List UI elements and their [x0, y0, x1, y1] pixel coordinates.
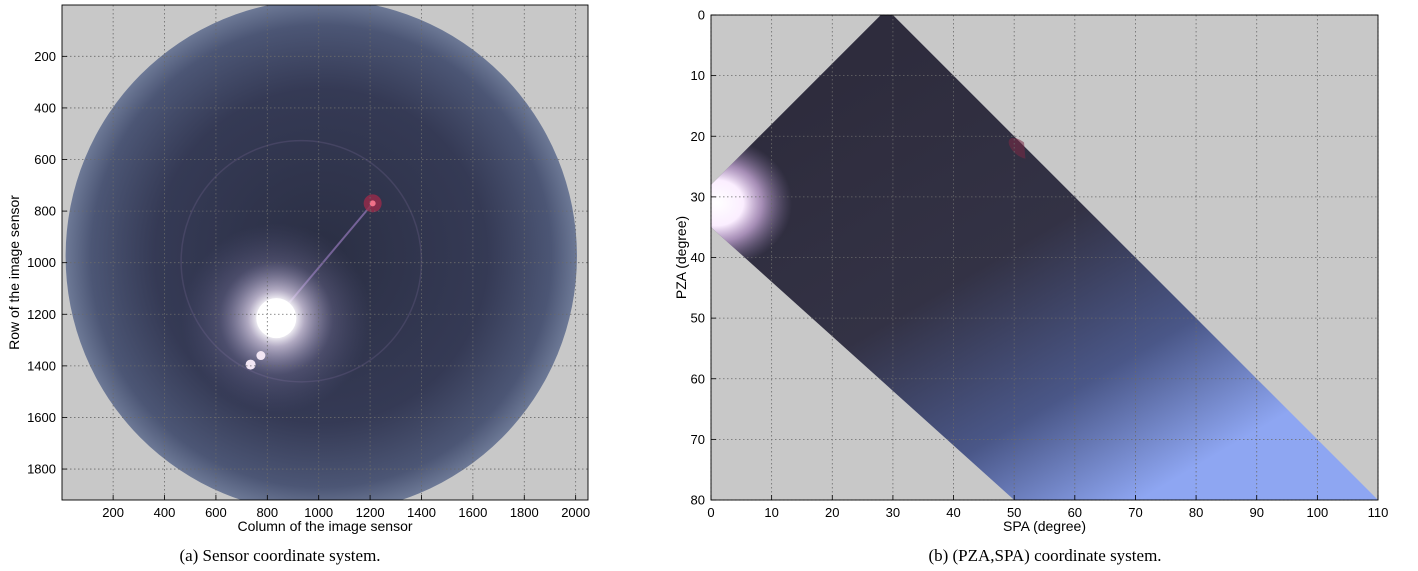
y-tick-label-a: 600 — [34, 152, 56, 167]
x-tick-label-a: 400 — [154, 505, 176, 520]
y-tick-label-b: 0 — [698, 8, 705, 23]
sky-image-a — [65, 5, 577, 500]
x-tick-label-a: 800 — [256, 505, 278, 520]
x-tick-label-b: 50 — [1007, 505, 1021, 520]
y-tick-label-a: 1000 — [27, 255, 56, 270]
panel-b-pza-spa: 0 10 20 30 40 50 60 70 80 90 100 110 0 10 20 30 40 50 60 70… — [673, 8, 1389, 535]
x-tick-label-b: 100 — [1307, 505, 1329, 520]
x-tick-label-b: 20 — [825, 505, 839, 520]
x-tick-label-a: 1800 — [510, 505, 539, 520]
caption-b: (b) (PZA,SPA) coordinate system. — [928, 546, 1161, 565]
sun-disc — [256, 298, 297, 339]
x-tick-label-a: 600 — [205, 505, 227, 520]
y-tick-label-b: 30 — [691, 189, 705, 204]
y-tick-label-a: 1600 — [27, 410, 56, 425]
y-tick-label-a: 1800 — [27, 462, 56, 477]
y-tick-label-a: 200 — [34, 49, 56, 64]
x-tick-label-b: 10 — [764, 505, 778, 520]
flare-dot — [256, 351, 266, 361]
y-tick-label-b: 60 — [691, 371, 705, 386]
x-tick-label-a: 2000 — [561, 505, 590, 520]
panel-a-sensor: 200 400 600 800 1000 1200 1400 1600 1800 2000 200 4… — [6, 4, 590, 534]
x-tick-label-b: 110 — [1368, 505, 1389, 520]
x-axis-label-b: SPA (degree) — [1003, 518, 1086, 534]
x-tick-label-b: 40 — [946, 505, 960, 520]
x-tick-label-b: 80 — [1189, 505, 1203, 520]
x-tick-label-b: 90 — [1249, 505, 1263, 520]
sun-glow-b — [711, 137, 793, 268]
y-tick-label-b: 70 — [691, 432, 705, 447]
y-tick-label-b: 50 — [691, 311, 705, 326]
x-tick-label-a: 1200 — [356, 505, 385, 520]
y-axis-label-a: Row of the image sensor — [6, 195, 22, 350]
x-tick-label-b: 30 — [886, 505, 900, 520]
y-tick-label-a: 800 — [34, 204, 56, 219]
x-axis-label-a: Column of the image sensor — [237, 518, 412, 534]
y-tick-label-b: 40 — [691, 250, 705, 265]
x-tick-label-a: 1400 — [407, 505, 436, 520]
flare-dot — [245, 359, 256, 370]
y-tick-label-a: 1400 — [27, 358, 56, 373]
x-tick-label-b: 60 — [1068, 505, 1082, 520]
y-tick-label-b: 80 — [691, 493, 705, 508]
x-tick-label-b: 0 — [707, 505, 714, 520]
x-tick-label-a: 200 — [102, 505, 124, 520]
y-axis-label-b: PZA (degree) — [673, 216, 689, 299]
y-tick-label-a: 1200 — [27, 307, 56, 322]
x-tick-label-a: 1600 — [458, 505, 487, 520]
x-tick-label-a: 1000 — [304, 505, 333, 520]
lens-flare-core — [369, 200, 376, 207]
plot-frame-b — [710, 14, 1379, 501]
caption-a: (a) Sensor coordinate system. — [179, 546, 380, 565]
y-tick-label-b: 10 — [691, 68, 705, 83]
grid-a — [62, 5, 588, 500]
y-tick-label-b: 20 — [691, 129, 705, 144]
x-tick-label-b: 70 — [1128, 505, 1142, 520]
y-tick-label-a: 400 — [34, 100, 56, 115]
plot-frame-a — [61, 4, 589, 501]
